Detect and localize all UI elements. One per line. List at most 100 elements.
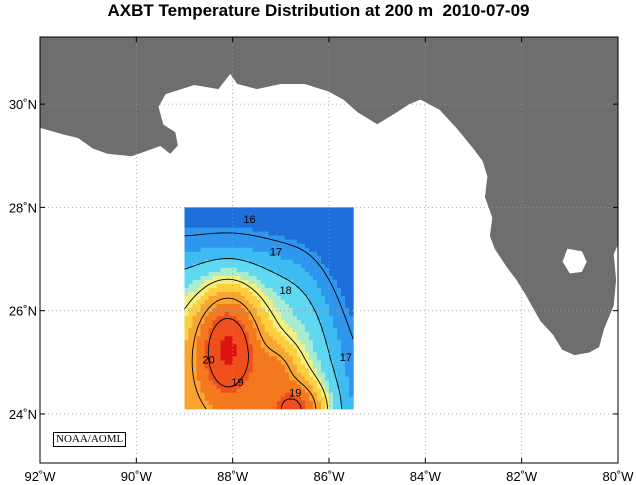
heatmap-cell [276,368,282,374]
heatmap-cell [204,364,210,370]
heatmap-cell [272,376,278,382]
heatmap-cell [224,368,230,374]
heatmap-cell [264,223,270,229]
heatmap-cell [288,328,294,333]
heatmap-cell [292,368,298,374]
heatmap-cell [224,320,230,325]
heatmap-cell [337,255,342,261]
x-tick-label: 92˚W [24,469,56,484]
heatmap-cell [308,283,314,289]
heatmap-cell [200,279,206,285]
heatmap-cell [292,215,298,221]
heatmap-cell [248,223,254,229]
heatmap-cell [244,352,250,358]
heatmap-cell [349,219,354,225]
heatmap-cell [288,356,294,362]
heatmap-cell [192,340,198,345]
heatmap-cell [200,300,206,305]
heatmap-cell [296,247,302,253]
x-tick-label: 84˚W [410,469,442,484]
heatmap-cell [184,344,190,349]
heatmap-cell [248,340,254,345]
heatmap-cell [232,324,238,329]
heatmap-cell [312,247,318,253]
heatmap-cell [264,320,270,325]
heatmap-cell [248,388,254,394]
heatmap-cell [224,211,230,217]
heatmap-cell [284,243,290,249]
heatmap-cell [200,376,206,382]
heatmap-cell [244,251,250,257]
heatmap-cell [188,368,194,374]
heatmap-cell [312,235,318,241]
heatmap-cell [284,360,290,366]
heatmap-cell [312,340,318,345]
heatmap-cell [264,271,270,277]
heatmap-cell [248,287,254,293]
heatmap-cell [196,400,202,406]
heatmap-cell [268,348,274,353]
heatmap-cell [204,312,210,317]
heatmap-cell [349,223,354,229]
heatmap-cell [208,324,214,329]
heatmap-cell [276,356,282,362]
heatmap-cell [333,316,338,321]
heatmap-cell [256,384,262,390]
heatmap-cell [256,356,262,362]
heatmap-cell [284,392,290,398]
heatmap-cell [212,336,218,341]
heatmap-cell [184,223,190,229]
heatmap-cell [316,376,322,382]
heatmap-cell [288,316,294,321]
heatmap-cell [232,308,238,313]
heatmap-cell [333,396,338,402]
heatmap-cell [228,251,234,257]
heatmap-cell [248,396,254,402]
heatmap-cell [276,380,282,386]
heatmap-cell [200,219,206,225]
heatmap-cell [337,247,342,253]
heatmap-cell [304,235,310,241]
heatmap-cell [341,372,346,378]
heatmap-cell [192,384,198,390]
heatmap-cell [228,263,234,269]
heatmap-cell [296,324,302,329]
heatmap-cell [272,308,278,313]
heatmap-cell [296,352,302,358]
heatmap-cell [320,259,326,265]
heatmap-cell [208,223,214,229]
heatmap-cell [312,283,318,289]
heatmap-cell [220,304,226,309]
heatmap-cell [184,263,190,269]
heatmap-cell [232,259,238,265]
heatmap-cell [276,227,282,233]
heatmap-cell [196,231,202,237]
heatmap-cell [280,271,286,277]
heatmap-cell [200,380,206,386]
heatmap-cell [324,296,330,301]
heatmap-cell [333,328,338,333]
heatmap-cell [208,279,214,285]
heatmap-cell [324,219,330,225]
heatmap-cell [204,320,210,325]
heatmap-cell [316,324,322,329]
heatmap-cell [300,231,306,237]
heatmap-cell [329,207,334,213]
heatmap-cell [240,215,246,221]
heatmap-cell [300,380,306,386]
heatmap-cell [284,320,290,325]
heatmap-cell [212,328,218,333]
heatmap-cell [276,207,282,213]
heatmap-cell [349,231,354,237]
heatmap-cell [244,384,250,390]
heatmap-cell [240,259,246,265]
heatmap-cell [316,312,322,317]
heatmap-cell [208,360,214,366]
heatmap-cell [256,380,262,386]
heatmap-cell [228,316,234,321]
heatmap-cell [316,332,322,337]
heatmap-cell [236,368,242,374]
heatmap-cell [268,271,274,277]
heatmap-cell [296,271,302,277]
heatmap-cell [252,215,258,221]
